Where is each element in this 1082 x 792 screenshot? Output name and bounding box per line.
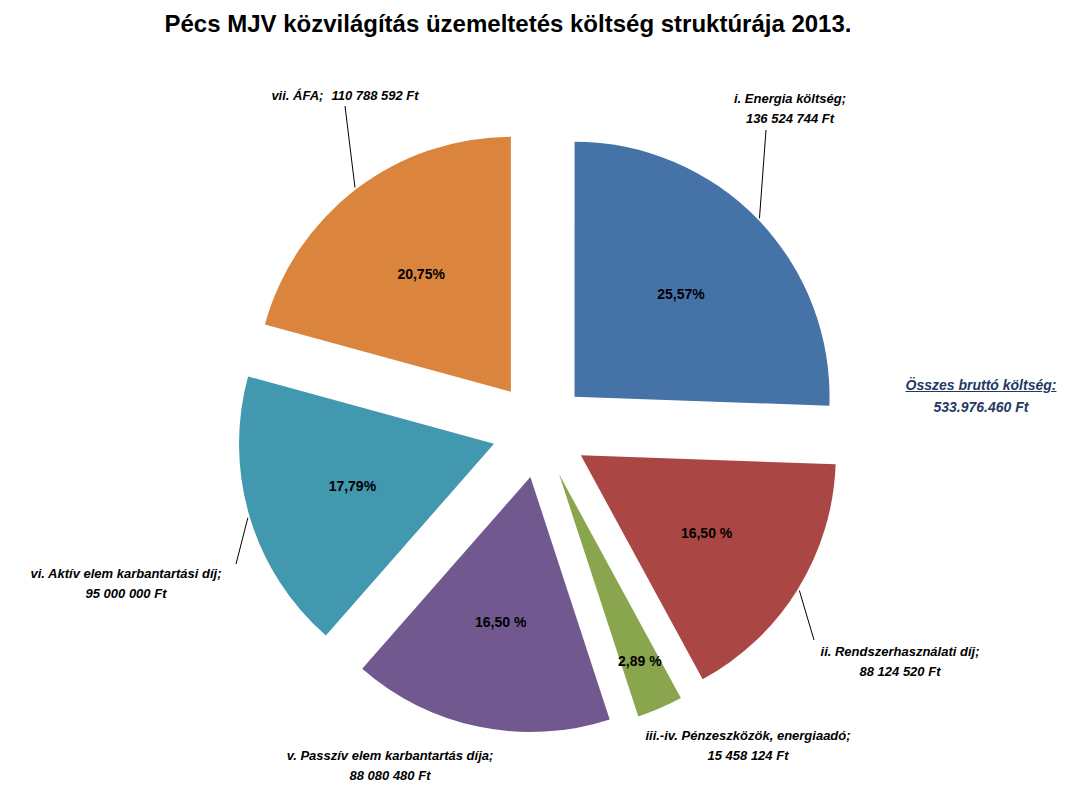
svg-text:ii. Rendszerhasználati díj;: ii. Rendszerhasználati díj;	[821, 644, 980, 659]
svg-text:i. Energia költség;: i. Energia költség;	[734, 91, 846, 106]
html-text:Összes bruttó költség:: Összes bruttó költség:	[905, 377, 1057, 393]
svg-text:95 000 000 Ft: 95 000 000 Ft	[86, 586, 168, 601]
svg-text:25,57%: 25,57%	[657, 286, 705, 302]
svg-text:iii.-iv. Pénzeszközök, energia: iii.-iv. Pénzeszközök, energiaadó;	[645, 728, 850, 743]
svg-text:v. Passzív elem karbantartás d: v. Passzív elem karbantartás díja;	[287, 748, 494, 763]
svg-text:17,79%: 17,79%	[329, 478, 377, 494]
svg-text:136 524 744 Ft: 136 524 744 Ft	[746, 111, 835, 126]
svg-text:vii. ÁFA;110 788 592 Ft: vii. ÁFA;110 788 592 Ft	[271, 88, 419, 103]
svg-text:15 458 124 Ft: 15 458 124 Ft	[708, 748, 790, 763]
svg-text:88 124 520 Ft: 88 124 520 Ft	[860, 664, 942, 679]
html-text:Pécs MJV közvilágítás üzemelte: Pécs MJV közvilágítás üzemeltetés költsé…	[164, 10, 852, 37]
svg-text:20,75%: 20,75%	[397, 266, 445, 282]
svg-text:2,89 %: 2,89 %	[618, 653, 662, 669]
svg-text:16,50 %: 16,50 %	[475, 614, 527, 630]
svg-text:88 080 480 Ft: 88 080 480 Ft	[350, 768, 432, 783]
svg-text:16,50 %: 16,50 %	[681, 525, 733, 541]
html-text:533.976.460 Ft: 533.976.460 Ft	[933, 399, 1029, 415]
svg-text:vi. Aktív elem karbantartási d: vi. Aktív elem karbantartási díj;	[31, 566, 222, 581]
